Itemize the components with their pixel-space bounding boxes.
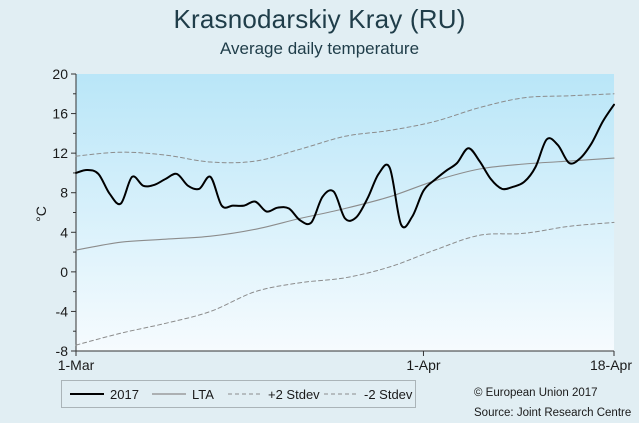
legend-item-2017[interactable]: 2017	[70, 381, 139, 407]
legend-label-2017: 2017	[110, 386, 139, 402]
y-tick-label: 16	[52, 106, 68, 122]
y-axis-label: °C	[33, 206, 49, 222]
chart-title: Krasnodarskiy Kray (RU)	[173, 4, 466, 34]
legend-item-plus2stdev[interactable]: +2 Stdev	[228, 381, 320, 407]
y-tick-label: -8	[56, 343, 69, 359]
y-tick-label: 20	[52, 66, 68, 82]
temperature-chart: -8 -4 0 4 8 12 16 20 1-Mar 1-Apr 18-Apr °C	[33, 66, 632, 373]
x-tick-label: 1-Apr	[406, 357, 441, 373]
legend-swatch-plus2stdev	[228, 393, 262, 395]
source-text: Source: Joint Research Centre	[474, 407, 632, 419]
legend-label-minus2stdev: -2 Stdev	[364, 386, 413, 402]
legend-label-lta: LTA	[192, 386, 214, 402]
copyright-text: © European Union 2017	[474, 387, 598, 399]
x-tick-label: 1-Mar	[58, 357, 95, 373]
legend-item-minus2stdev[interactable]: -2 Stdev	[324, 381, 412, 407]
chart-legend: 2017 LTA +2 Stdev -2 Stdev	[61, 380, 416, 408]
y-tick-label: 12	[52, 145, 68, 161]
y-tick-label: 4	[60, 224, 68, 240]
series-line-2017	[75, 103, 615, 229]
credits: © European Union 2017 Source: Joint Rese…	[474, 383, 631, 423]
y-tick-label: -4	[56, 303, 69, 319]
chart-subtitle: Average daily temperature	[219, 39, 420, 58]
y-tick-label: 0	[60, 264, 68, 280]
plot-background	[76, 74, 614, 351]
series-line-2-stdev	[75, 221, 615, 346]
y-tick-label: 8	[60, 185, 68, 201]
legend-swatch-2017	[70, 393, 104, 395]
series-line-lta	[75, 157, 615, 251]
legend-label-plus2stdev: +2 Stdev	[268, 386, 320, 402]
legend-item-lta[interactable]: LTA	[152, 381, 214, 407]
legend-swatch-lta	[152, 393, 186, 395]
legend-swatch-minus2stdev	[324, 393, 358, 395]
series-line-2-stdev	[75, 93, 615, 164]
x-tick-label: 18-Apr	[590, 357, 632, 373]
